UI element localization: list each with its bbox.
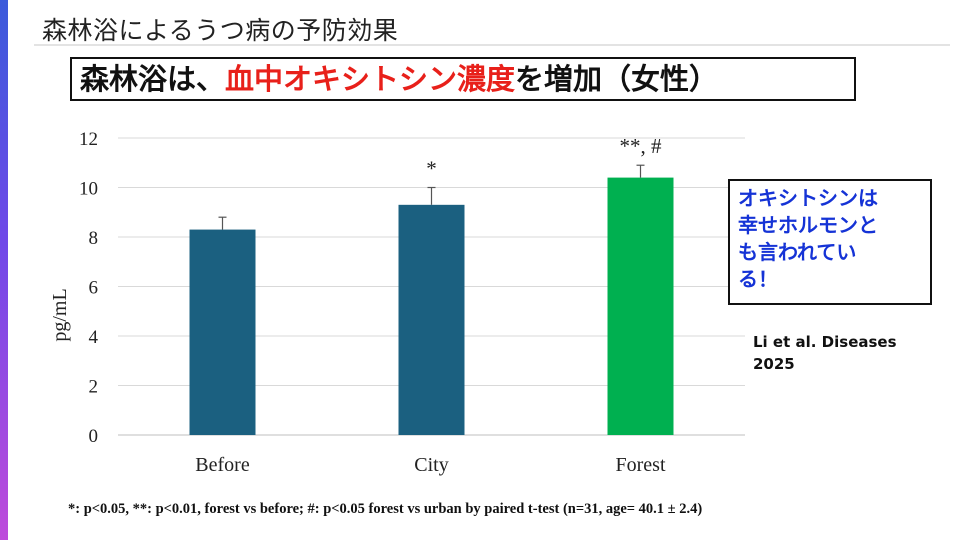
callout-line: オキシトシンは [738, 186, 878, 210]
y-tick-label: 0 [89, 426, 99, 447]
bar-city [398, 204, 465, 435]
footnote: *: p<0.05, **: p<0.01, forest vs before;… [68, 501, 703, 517]
bar-forest [607, 177, 674, 435]
slide-title: 森林浴によるうつ病の予防効果 [42, 16, 399, 45]
headline-box: 森林浴は、血中オキシトシン濃度を増加（女性） [70, 57, 856, 101]
y-tick-label: 12 [79, 129, 98, 150]
callout-line: 幸せホルモンと [738, 213, 878, 237]
citation-line: 2025 [753, 355, 795, 373]
citation: Li et al. Diseases 2025 [753, 331, 897, 375]
x-tick-label: Forest [616, 454, 666, 476]
y-axis-title: pg/mL [49, 288, 71, 341]
callout-line: る！ [738, 267, 778, 291]
callout-box: オキシトシンは 幸せホルモンと も言われてい る！ [728, 179, 932, 305]
headline-text-start: 森林浴は、 [80, 62, 226, 96]
y-tick-label: 6 [89, 278, 99, 299]
significance-label: * [426, 157, 437, 181]
significance-label: **, # [620, 134, 663, 158]
bar-before [189, 229, 256, 435]
headline-text-end: を増加（女性） [515, 62, 719, 96]
callout-line: も言われてい [738, 240, 857, 264]
y-tick-label: 4 [89, 327, 99, 348]
y-tick-label: 8 [89, 228, 99, 249]
headline-highlight: 血中オキシトシン濃度 [225, 62, 516, 96]
x-tick-label: City [414, 454, 448, 476]
accent-bar [0, 0, 8, 540]
x-tick-label: Before [195, 454, 250, 476]
y-tick-label: 10 [79, 179, 98, 200]
title-divider [34, 44, 950, 46]
citation-line: Li et al. Diseases [753, 333, 897, 351]
y-tick-label: 2 [89, 377, 99, 398]
